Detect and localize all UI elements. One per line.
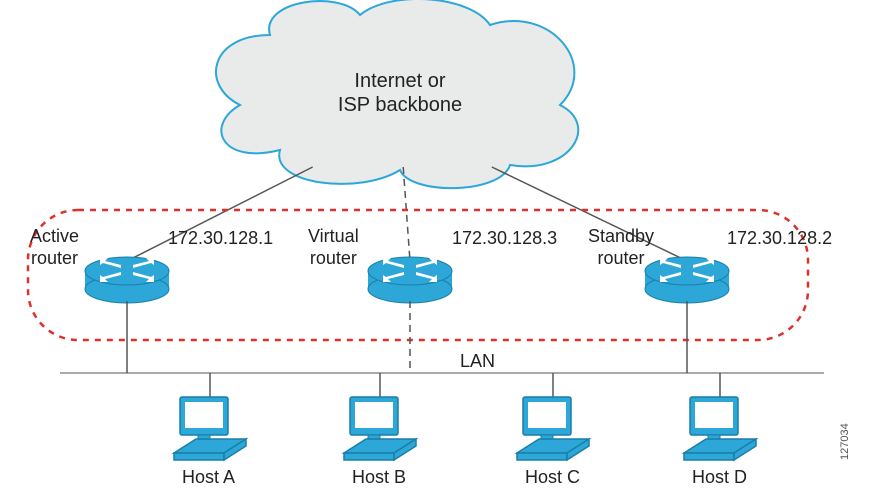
router-role-virtual: Virtual router — [308, 226, 359, 269]
router-standby — [645, 257, 729, 303]
link-cloud-virtual — [403, 167, 410, 261]
lan-label: LAN — [460, 351, 495, 373]
figure-id: 127034 — [839, 423, 851, 460]
router-role-standby: Standby router — [588, 226, 654, 269]
host-b-label: Host B — [352, 467, 406, 489]
host-a — [174, 373, 246, 460]
router-ip-virtual: 172.30.128.3 — [452, 228, 557, 250]
router-role-active: Active router — [30, 226, 79, 269]
host-c-label: Host C — [525, 467, 580, 489]
svg-text:ISP backbone: ISP backbone — [338, 94, 462, 116]
router-active — [85, 257, 169, 303]
cloud-label: Internet or — [354, 70, 446, 92]
host-b — [344, 373, 416, 460]
host-c — [517, 373, 589, 460]
host-a-label: Host A — [182, 467, 235, 489]
router-virtual — [368, 257, 452, 303]
host-d — [684, 373, 756, 460]
host-d-label: Host D — [692, 467, 747, 489]
network-diagram: Internet orISP backbone 127034 — [0, 0, 870, 504]
router-ip-active: 172.30.128.1 — [168, 228, 273, 250]
router-ip-standby: 172.30.128.2 — [727, 228, 832, 250]
